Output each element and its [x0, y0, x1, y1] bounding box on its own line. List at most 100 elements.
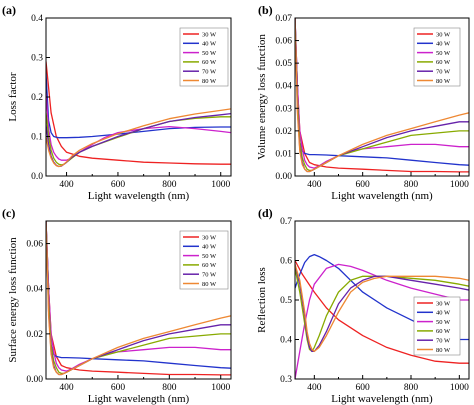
y-tick-label: 0.02 — [26, 330, 43, 340]
axes-frame — [45, 220, 232, 380]
panel-label: (a) — [2, 3, 16, 17]
legend-entry: 60 W — [202, 59, 217, 66]
x-axis-label: Light wavelength (nm) — [331, 190, 433, 202]
series-line-70w — [46, 112, 231, 168]
y-tick-label: 0.01 — [275, 149, 292, 159]
x-axis-label: Light wavelength (nm) — [88, 393, 190, 405]
legend-entry: 40 W — [202, 41, 217, 48]
y-tick-label: 0.00 — [26, 375, 43, 385]
legend-entry: 40 W — [202, 244, 217, 251]
series-line-50w — [46, 221, 231, 372]
y-tick-label: 0.05 — [275, 59, 292, 69]
x-tick-label: 600 — [111, 180, 126, 190]
x-tick-label: 600 — [111, 383, 126, 393]
series-line-60w — [46, 112, 231, 166]
legend-entry: 60 W — [436, 328, 451, 335]
x-tick-label: 800 — [162, 180, 177, 190]
legend-box — [179, 230, 229, 290]
y-tick-label: 0.02 — [275, 127, 292, 137]
y-tick-label: 0.7 — [280, 217, 292, 227]
panel-label: (c) — [2, 206, 15, 220]
y-tick-label: 0.4 — [31, 14, 43, 24]
y-tick-label: 0.00 — [275, 172, 292, 182]
panel-label: (b) — [258, 3, 273, 17]
legend-entry: 60 W — [202, 262, 217, 269]
panel-c: 400 600 800 1000 0.00 0.02 0.04 0.06 Light wavel… — [2, 206, 232, 405]
legend-entry: 70 W — [436, 69, 451, 76]
x-tick-label: 600 — [356, 180, 371, 190]
legend: 30 W 40 W 50 W 60 W 70 W 80 W — [413, 296, 461, 356]
y-tick-label: 0.06 — [26, 240, 43, 250]
x-tick-label: 400 — [307, 383, 322, 393]
x-tick-label: 1000 — [211, 383, 230, 393]
x-axis-label: Light wavelength (nm) — [88, 190, 190, 202]
x-tick-label: 400 — [59, 383, 74, 393]
x-axis-label: Light wavelength (nm) — [331, 393, 433, 405]
series-line-30w — [295, 260, 469, 364]
series-line-80w — [295, 18, 469, 173]
legend: 30 W 40 W 50 W 60 W 70 W 80 W — [413, 27, 461, 87]
y-tick-label: 0.6 — [280, 257, 292, 267]
y-axis-label: Surface energy loss function — [7, 237, 19, 363]
legend-entry: 30 W — [436, 300, 451, 307]
y-tick-label: 0.04 — [26, 285, 43, 295]
x-tick-label: 1000 — [450, 180, 469, 190]
legend-entry: 50 W — [436, 50, 451, 57]
y-tick-label: 0.06 — [275, 37, 292, 47]
legend-entry: 80 W — [202, 281, 217, 288]
x-tick-label: 600 — [356, 383, 371, 393]
y-axis-label: Loss factor — [7, 72, 19, 122]
legend-entry: 30 W — [202, 234, 217, 241]
y-tick-label: 0.03 — [275, 104, 292, 114]
y-axis-label: Volume energy loss function — [256, 34, 268, 160]
series-group — [46, 61, 231, 168]
legend-entry: 80 W — [202, 78, 217, 85]
legend-box — [413, 296, 461, 356]
panel-b: 400 600 800 1000 0.00 0.01 0.02 0.03 0.04 0.05 0.0… — [256, 3, 470, 202]
series-group — [295, 18, 469, 173]
legend-box — [413, 27, 461, 87]
y-tick-label: 0.3 — [280, 375, 292, 385]
y-axis-label: Reflection loss — [256, 267, 268, 333]
series-line-30w — [46, 61, 231, 165]
y-tick-label: 0.07 — [275, 14, 292, 24]
series-line-80w — [46, 221, 231, 376]
legend-entry: 30 W — [436, 31, 451, 38]
legend-entry: 80 W — [436, 78, 451, 85]
y-tick-label: 0.1 — [31, 133, 43, 143]
panel-label: (d) — [258, 206, 273, 220]
series-line-80w — [46, 108, 231, 168]
y-tick-label: 0.04 — [275, 82, 292, 92]
x-tick-label: 1000 — [211, 180, 230, 190]
legend-entry: 70 W — [436, 338, 451, 345]
panel-a: 400 600 800 1000 0.0 0.1 0.2 0.3 0.4 Light wavele… — [2, 3, 232, 202]
legend-entry: 50 W — [202, 253, 217, 260]
legend-entry: 50 W — [436, 319, 451, 326]
legend-box — [179, 27, 229, 87]
y-tick-label: 0.4 — [280, 336, 292, 346]
x-tick-label: 400 — [59, 180, 74, 190]
legend-entry: 80 W — [436, 347, 451, 354]
y-tick-label: 0.0 — [31, 172, 43, 182]
legend-entry: 70 W — [202, 69, 217, 76]
legend-entry: 60 W — [436, 59, 451, 66]
panel-d: 400 600 800 1000 0.3 0.4 0.5 0.6 0.7 Light wavele… — [256, 206, 470, 405]
y-tick-label: 0.3 — [31, 54, 43, 64]
legend-entry: 70 W — [202, 272, 217, 279]
x-tick-label: 800 — [404, 180, 419, 190]
series-group — [46, 221, 231, 376]
legend: 30 W 40 W 50 W 60 W 70 W 80 W — [179, 27, 229, 87]
y-tick-label: 0.2 — [31, 93, 43, 103]
y-tick-label: 0.5 — [280, 296, 292, 306]
legend-entry: 30 W — [202, 31, 217, 38]
axes-frame — [294, 17, 470, 177]
legend-entry: 40 W — [436, 310, 451, 317]
x-tick-label: 400 — [307, 180, 322, 190]
x-tick-label: 800 — [404, 383, 419, 393]
series-line-80w — [295, 264, 469, 353]
legend: 30 W 40 W 50 W 60 W 70 W 80 W — [179, 230, 229, 290]
series-line-50w — [295, 18, 469, 169]
legend-entry: 40 W — [436, 41, 451, 48]
x-tick-label: 800 — [162, 383, 177, 393]
